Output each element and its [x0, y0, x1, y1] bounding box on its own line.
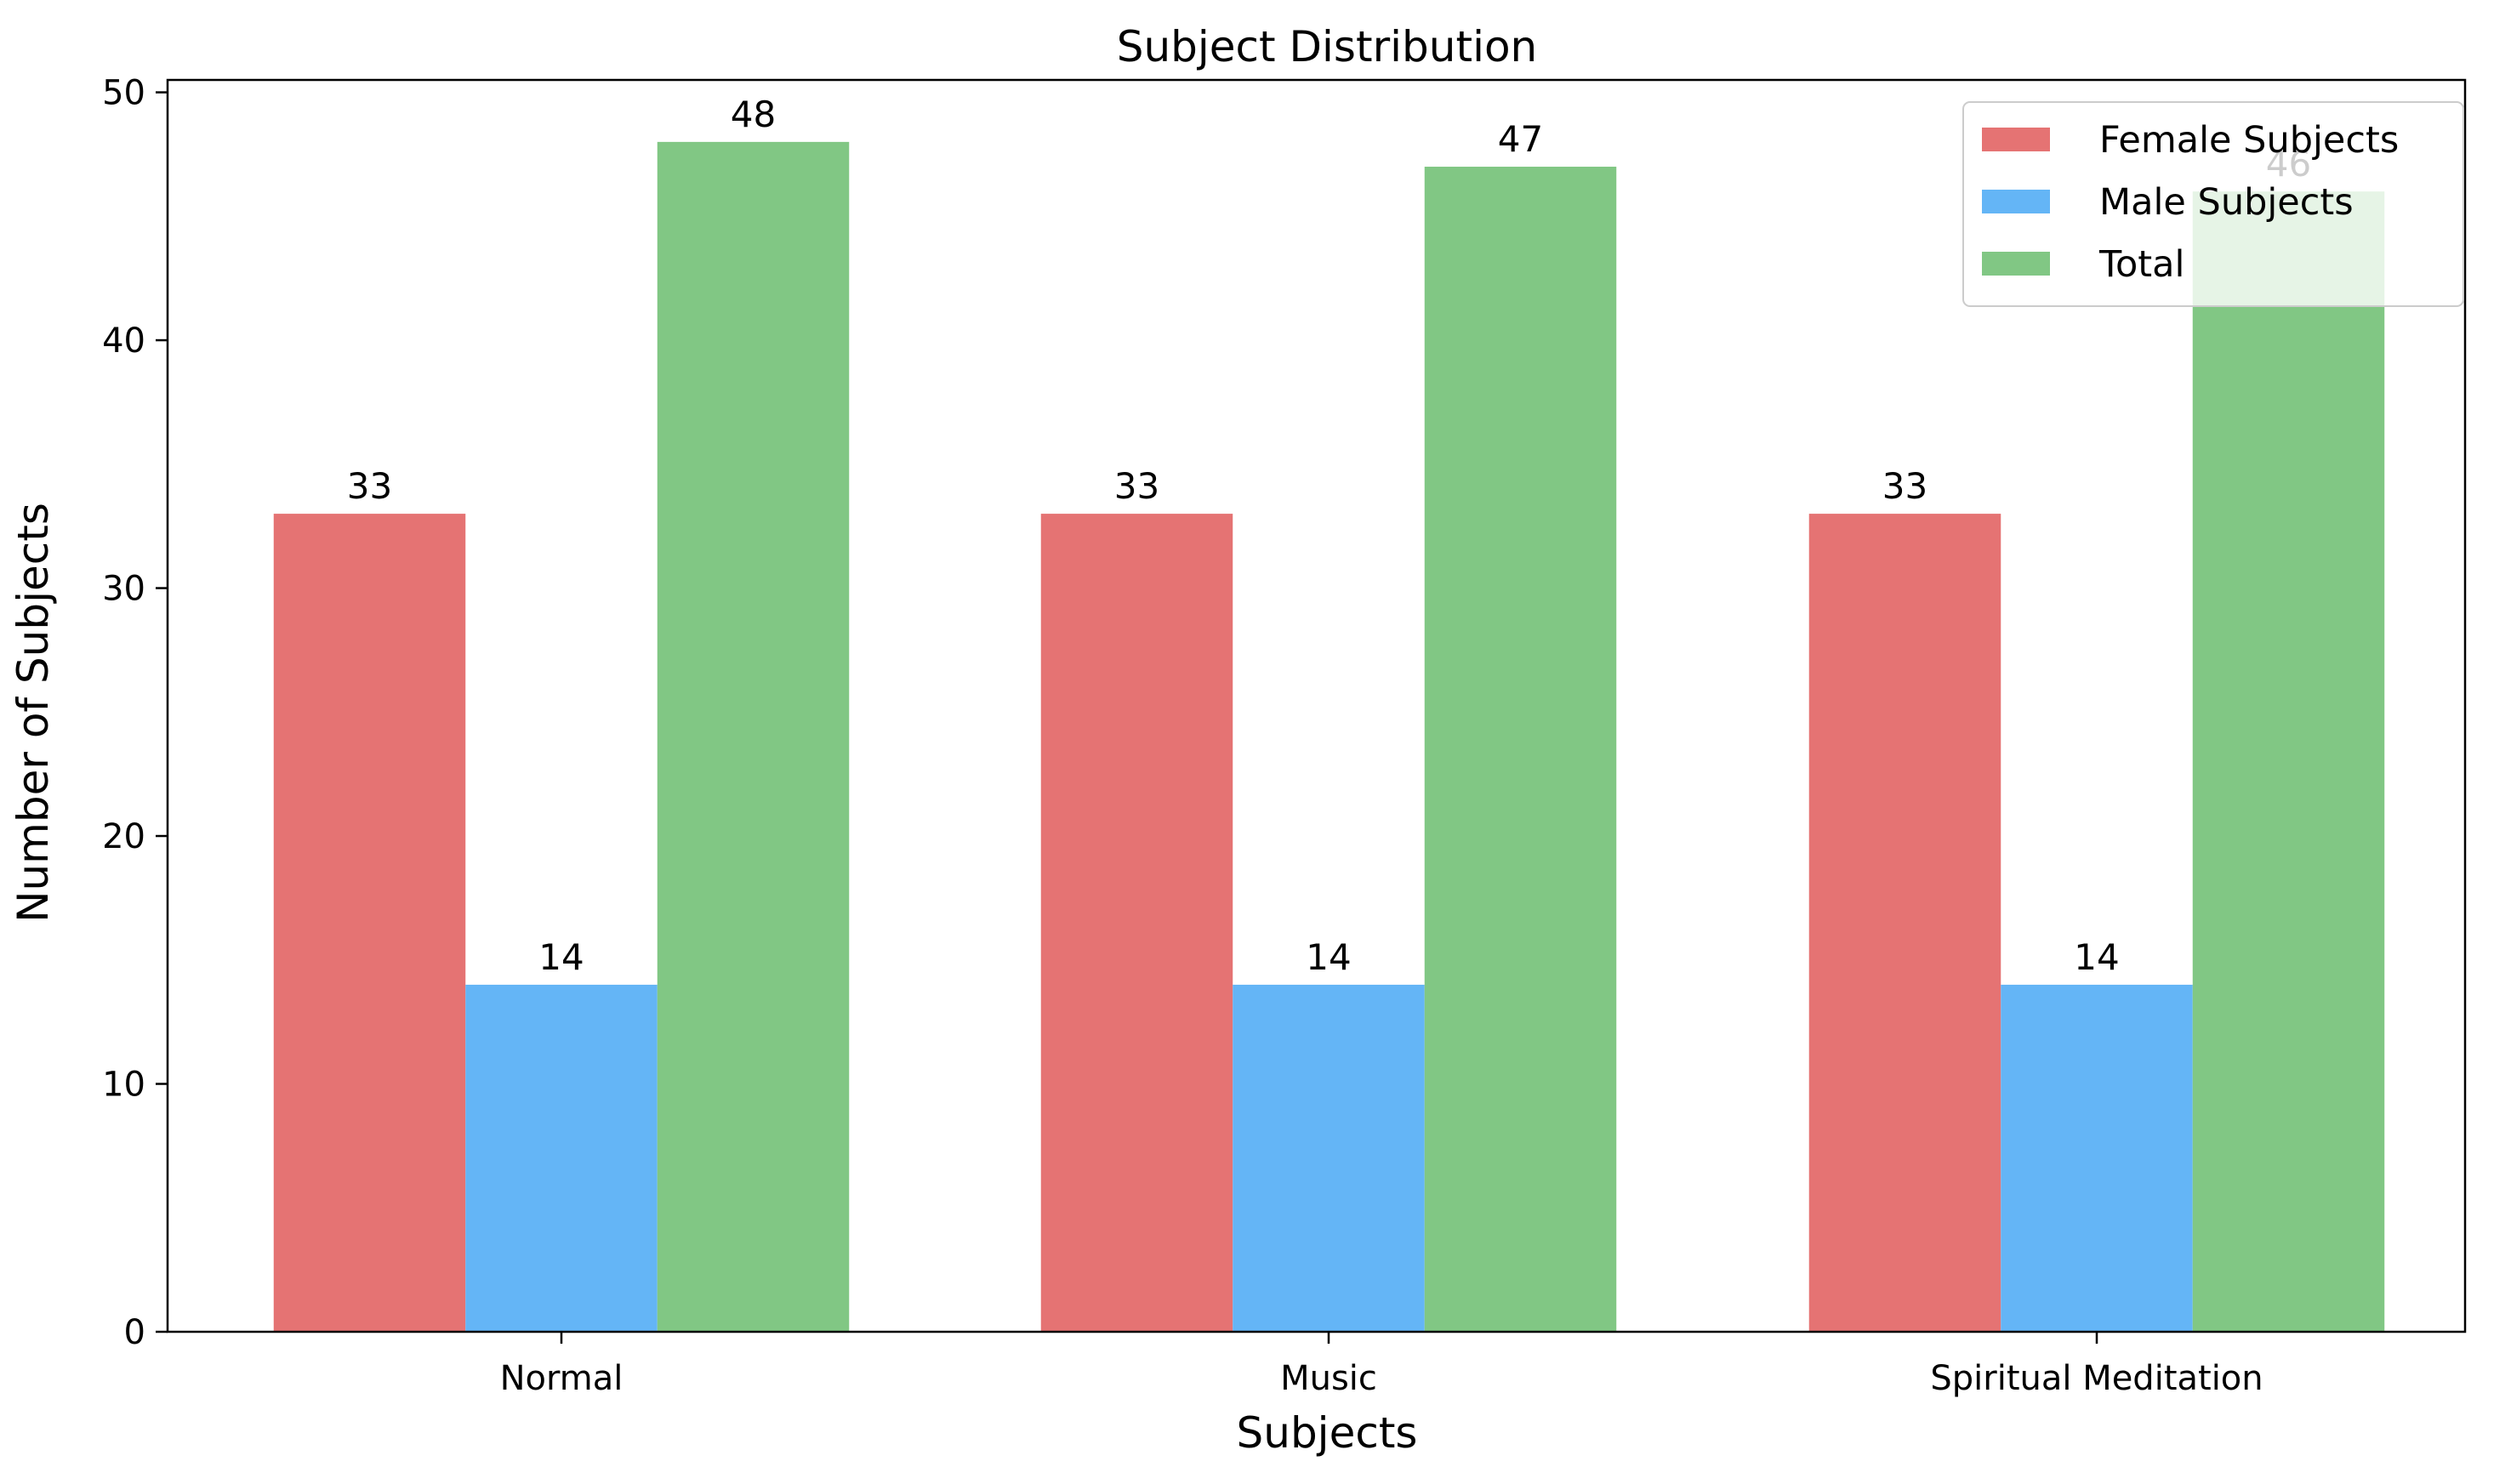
bar-value-label: 33 — [1114, 465, 1159, 507]
legend[interactable]: Female Subjects Male Subjects Total — [1962, 101, 2464, 307]
bar-value-label: 33 — [347, 465, 392, 507]
bar-total-2[interactable] — [2192, 191, 2385, 1332]
bar-total-1[interactable] — [1424, 167, 1617, 1333]
bar-value-label: 48 — [731, 94, 776, 135]
y-tick-label: 20 — [102, 817, 145, 856]
bar-male-subjects-1[interactable] — [1233, 984, 1425, 1332]
x-tick-label: Music — [1280, 1359, 1377, 1398]
bar-female-subjects-2[interactable] — [1808, 514, 2001, 1332]
bar-total-0[interactable] — [657, 141, 850, 1332]
bar-value-label: 33 — [1882, 465, 1927, 507]
legend-entry-label: Male Subjects — [2099, 181, 2354, 224]
bar-value-label: 47 — [1498, 118, 1543, 160]
bar-female-subjects-0[interactable] — [273, 514, 466, 1332]
bar-male-subjects-0[interactable] — [465, 984, 658, 1332]
legend-swatch-female-subjects — [1982, 128, 2050, 151]
x-tick-label: Spiritual Meditation — [1930, 1359, 2263, 1398]
x-axis-title: Subjects — [1237, 1408, 1418, 1458]
y-tick-label: 0 — [124, 1313, 145, 1352]
y-tick-label: 30 — [102, 570, 145, 609]
chart-title: Subject Distribution — [1117, 22, 1538, 71]
plot-frame — [166, 78, 2467, 1333]
bar-value-label: 14 — [538, 936, 584, 978]
legend-swatch-total — [1982, 252, 2050, 276]
x-tick-label: Normal — [500, 1359, 623, 1398]
legend-box — [1962, 101, 2464, 307]
bar-male-subjects-2[interactable] — [2001, 984, 2193, 1332]
y-tick-label: 50 — [102, 74, 145, 113]
y-tick-label: 10 — [102, 1066, 145, 1105]
legend-entry-label: Female Subjects — [2099, 119, 2399, 162]
legend-swatch-male-subjects — [1982, 190, 2050, 213]
bar-value-label: 14 — [2074, 936, 2119, 978]
legend-entry-label: Total — [2098, 243, 2184, 286]
plot-area: 33333314141448474601020304050NormalMusic… — [102, 74, 2467, 1398]
y-tick-label: 40 — [102, 321, 145, 361]
bar-value-label: 14 — [1306, 936, 1351, 978]
bar-female-subjects-1[interactable] — [1040, 514, 1233, 1332]
y-axis-title: Number of Subjects — [9, 503, 58, 923]
